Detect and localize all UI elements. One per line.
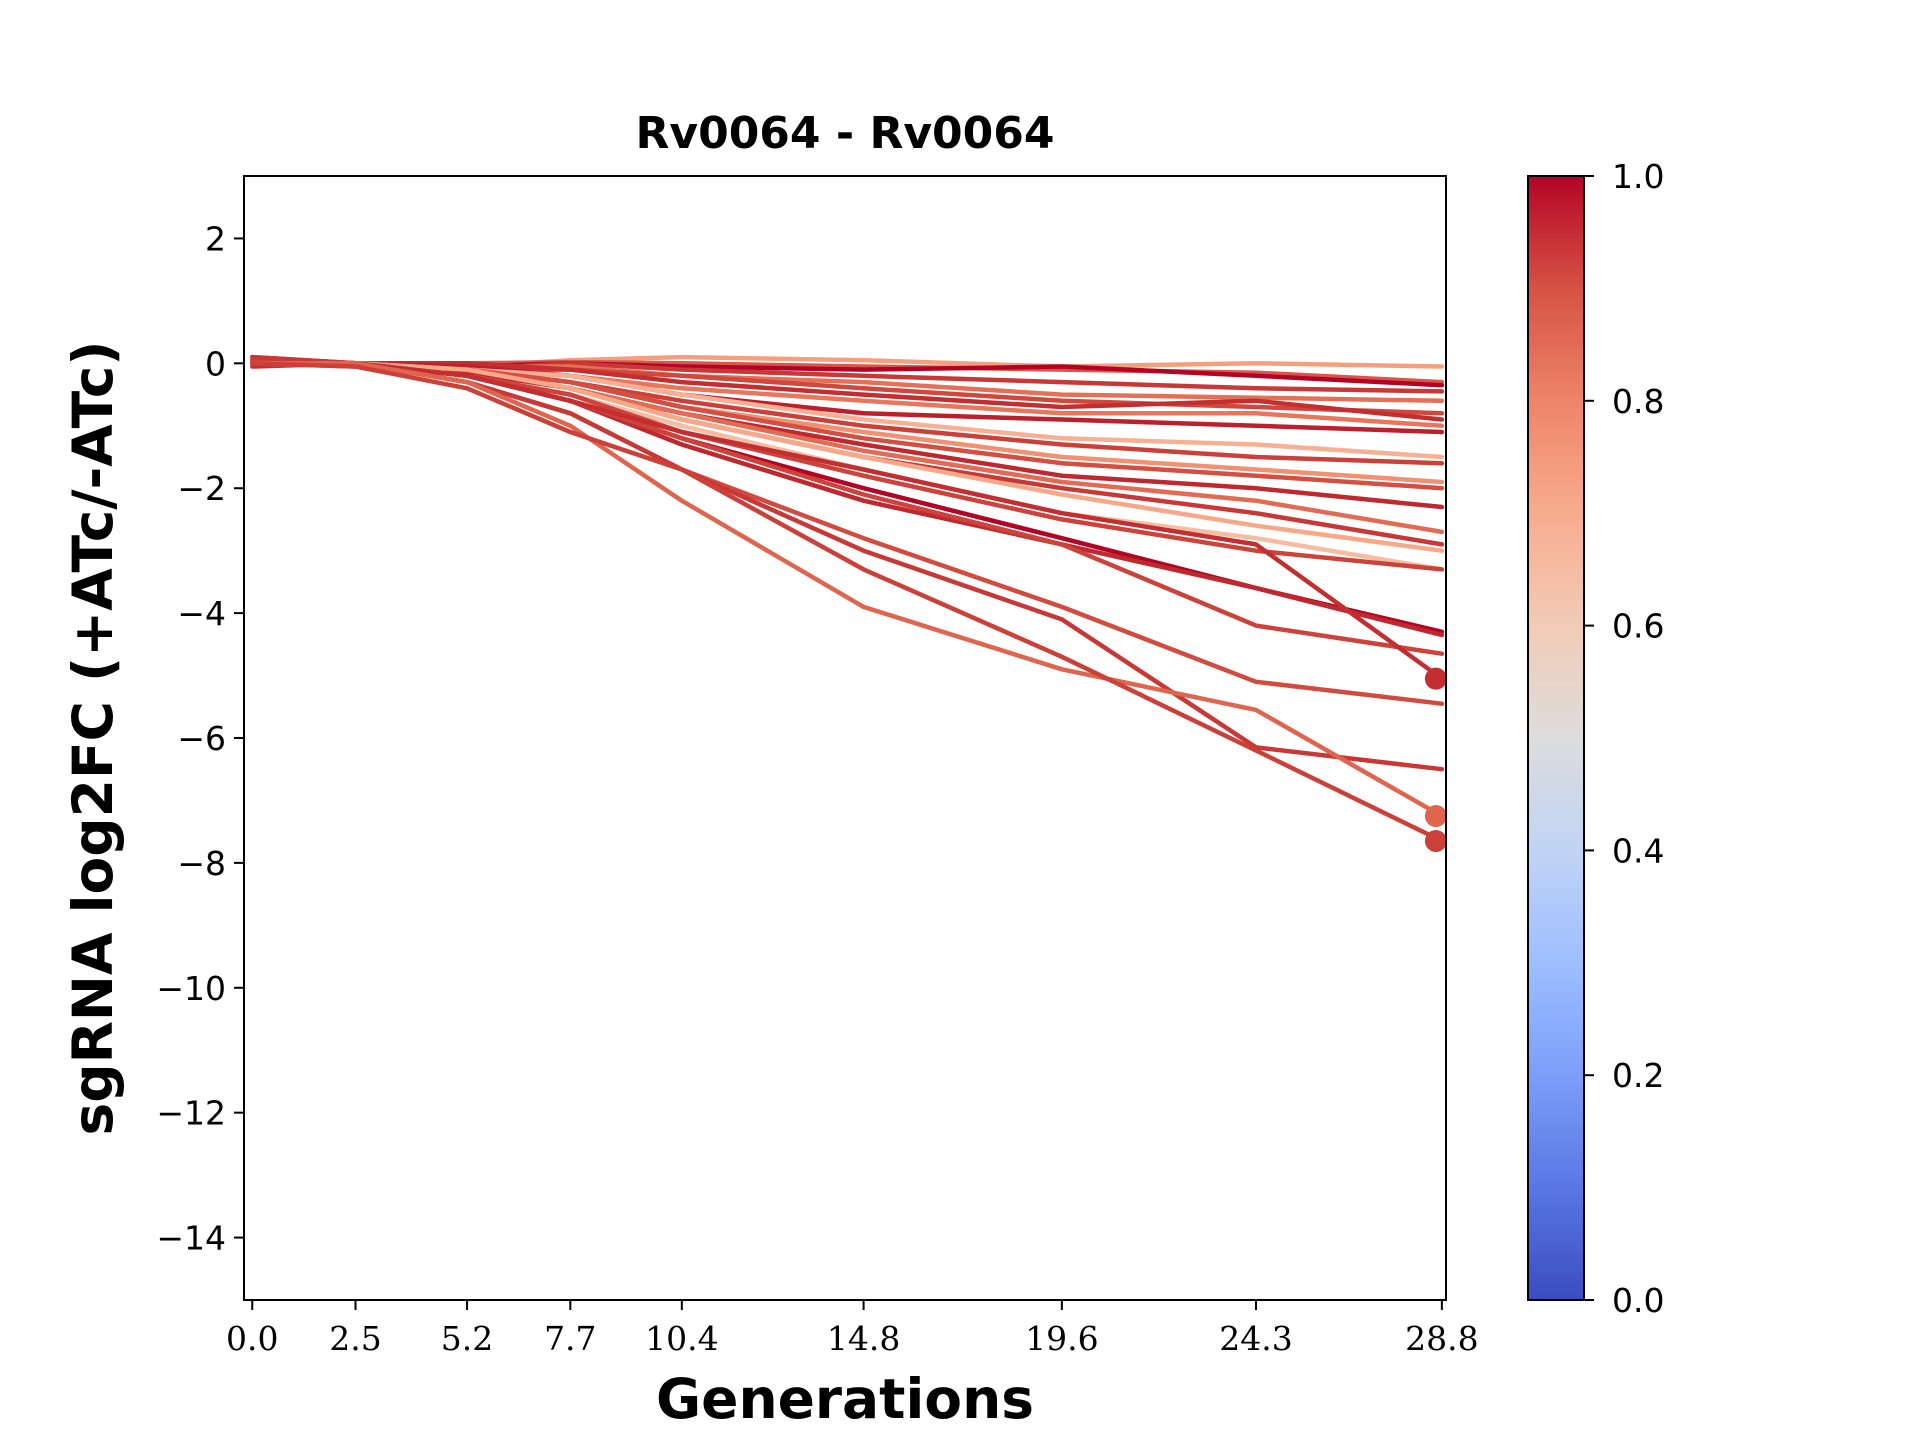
series-line-26 [250,361,1445,819]
y-tick-label: −10 [156,969,226,1008]
colorbar: 0.0 0.2 0.4 0.6 0.8 1.0 [1527,157,1664,1320]
x-tick-label: 7.7 [544,1319,596,1358]
colorbar-ticks: 0.0 0.2 0.4 0.6 0.8 1.0 [1584,157,1664,1320]
y-tick-label: −12 [156,1094,226,1133]
endpoint-layer [1424,667,1447,853]
y-tick-label: 0 [205,344,226,383]
colorbar-tick-label: 1.0 [1612,157,1664,196]
y-tick-label: −4 [177,594,226,633]
x-tick-label: 5.2 [441,1319,493,1358]
y-tick-label: −14 [156,1219,226,1258]
x-tick-label: 2.5 [329,1319,381,1358]
colorbar-tick-label: 0.6 [1612,607,1664,646]
x-axis: 0.0 2.5 5.2 7.7 10.4 14.8 19.6 24.3 28.8 [226,1300,1479,1358]
colorbar-tick-label: 0.2 [1612,1056,1664,1095]
x-axis-label: Generations [656,1367,1034,1431]
y-tick-label: 2 [205,219,226,258]
series-line-21 [250,361,1445,638]
colorbar-tick-label: 0.4 [1612,831,1664,870]
colorbar-tick-label: 0.8 [1612,382,1664,421]
x-tick-label: 10.4 [645,1319,718,1358]
chart-title: Rv0064 - Rv0064 [636,108,1055,159]
series-endpoint-23 [1424,667,1447,690]
series-line-27 [250,361,1445,844]
plot-frame [243,175,1447,1301]
y-tick-label: −8 [177,844,226,883]
x-tick-label: 28.8 [1405,1319,1478,1358]
x-tick-label: 14.8 [827,1319,900,1358]
series-line-22 [250,357,1445,656]
x-tick-label: 0.0 [226,1319,278,1358]
x-tick-label: 19.6 [1025,1319,1098,1358]
y-axis: 2 0 −2 −4 −6 −8 −10 −12 −14 [156,219,244,1258]
y-axis-label: sgRNA log2FC (+ATc/-ATc) [61,340,125,1135]
series-layer [250,354,1445,844]
colorbar-gradient [1527,175,1585,1301]
y-tick-label: −2 [177,469,226,508]
x-tick-label: 24.3 [1219,1319,1292,1358]
series-endpoint-27 [1424,830,1447,853]
y-tick-label: −6 [177,719,226,758]
colorbar-tick-label: 0.0 [1612,1281,1664,1320]
series-endpoint-26 [1424,805,1447,828]
